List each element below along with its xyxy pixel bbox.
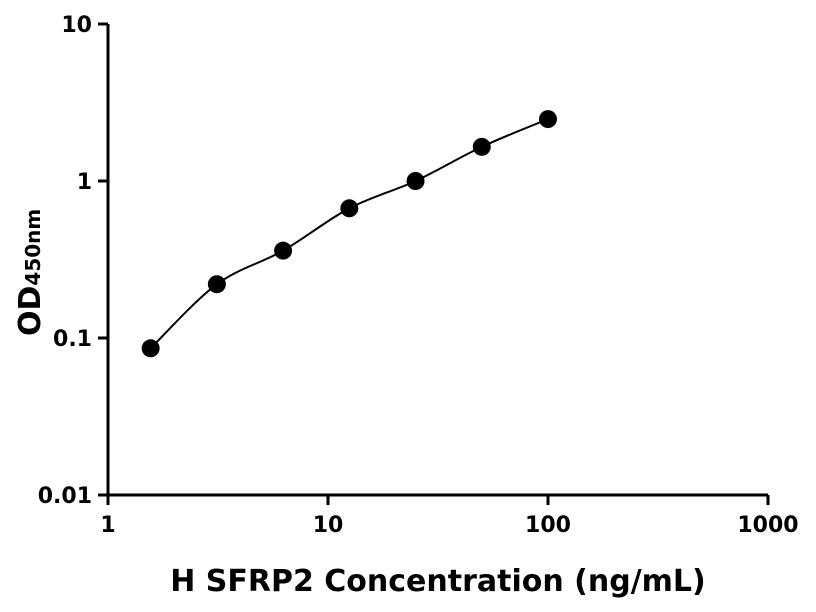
fit-curve (149, 118, 549, 350)
data-point (539, 110, 557, 129)
y-tick-label: 0.1 (53, 327, 92, 352)
y-axis-title: OD450nm (13, 209, 48, 336)
x-tick-label: 1000 (737, 513, 798, 538)
data-point (207, 275, 226, 294)
data-point (340, 199, 359, 218)
x-axis-title: H SFRP2 Concentration (ng/mL) (170, 564, 706, 599)
y-tick-label: 1 (77, 170, 92, 195)
data-point (274, 241, 293, 260)
y-axis-title-subscript: 450nm (21, 209, 45, 286)
data-point (406, 172, 425, 190)
x-tick-label: 1 (100, 513, 115, 538)
data-point (141, 339, 160, 358)
data-point (472, 137, 491, 156)
y-tick-label: 10 (61, 13, 92, 38)
y-tick-label: 0.01 (38, 484, 92, 509)
y-axis-title-main: OD (13, 286, 48, 336)
x-tick-label: 10 (313, 513, 344, 538)
x-tick-label: 100 (525, 513, 571, 538)
